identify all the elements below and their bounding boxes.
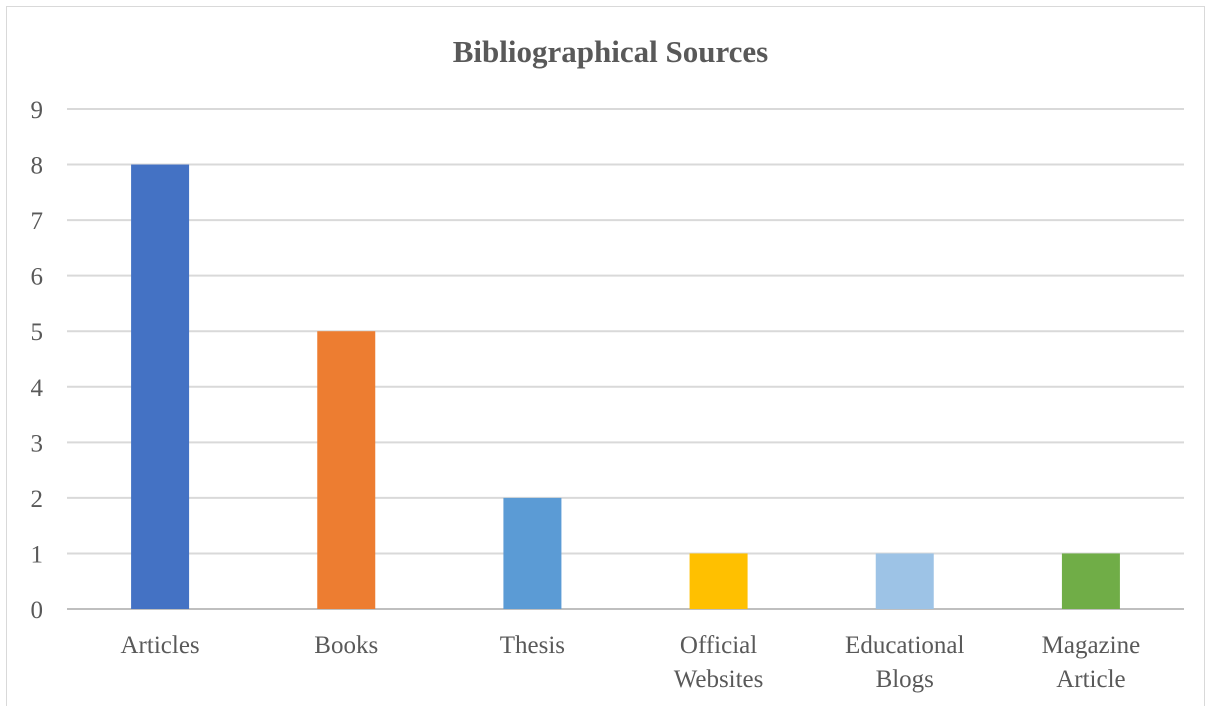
x-category-label: Websites	[674, 666, 764, 693]
x-axis-categories: Articles Books Thesis Official Websites Educa…	[121, 632, 1141, 693]
chart-frame	[6, 6, 1205, 706]
y-tick-label: 4	[31, 375, 44, 402]
y-axis-ticks: 0 1 2 3 4 5 6 7 8 9	[31, 97, 44, 624]
y-tick-label: 0	[31, 597, 44, 624]
bar	[875, 553, 934, 609]
x-category-label: Articles	[121, 632, 200, 659]
bar	[1061, 553, 1120, 609]
x-category-label: Magazine	[1042, 632, 1141, 659]
bar	[131, 164, 190, 610]
bar	[503, 497, 562, 609]
chart-title: Bibliographical Sources	[452, 34, 769, 69]
bars	[131, 164, 1120, 610]
y-tick-label: 6	[31, 264, 44, 291]
x-category-label: Article	[1056, 666, 1125, 693]
bar	[317, 331, 376, 609]
gridlines	[67, 108, 1184, 610]
y-tick-label: 5	[31, 319, 44, 346]
x-category-label: Educational	[845, 632, 964, 659]
y-tick-label: 9	[31, 97, 44, 124]
bar	[689, 553, 748, 609]
y-tick-label: 3	[31, 430, 44, 457]
y-tick-label: 2	[31, 486, 44, 513]
y-tick-label: 7	[31, 208, 44, 235]
x-category-label: Books	[314, 632, 378, 659]
y-tick-label: 1	[31, 541, 44, 568]
x-category-label: Blogs	[876, 666, 934, 693]
y-tick-label: 8	[31, 153, 44, 180]
x-category-label: Thesis	[500, 632, 565, 659]
x-category-label: Official	[680, 632, 757, 659]
